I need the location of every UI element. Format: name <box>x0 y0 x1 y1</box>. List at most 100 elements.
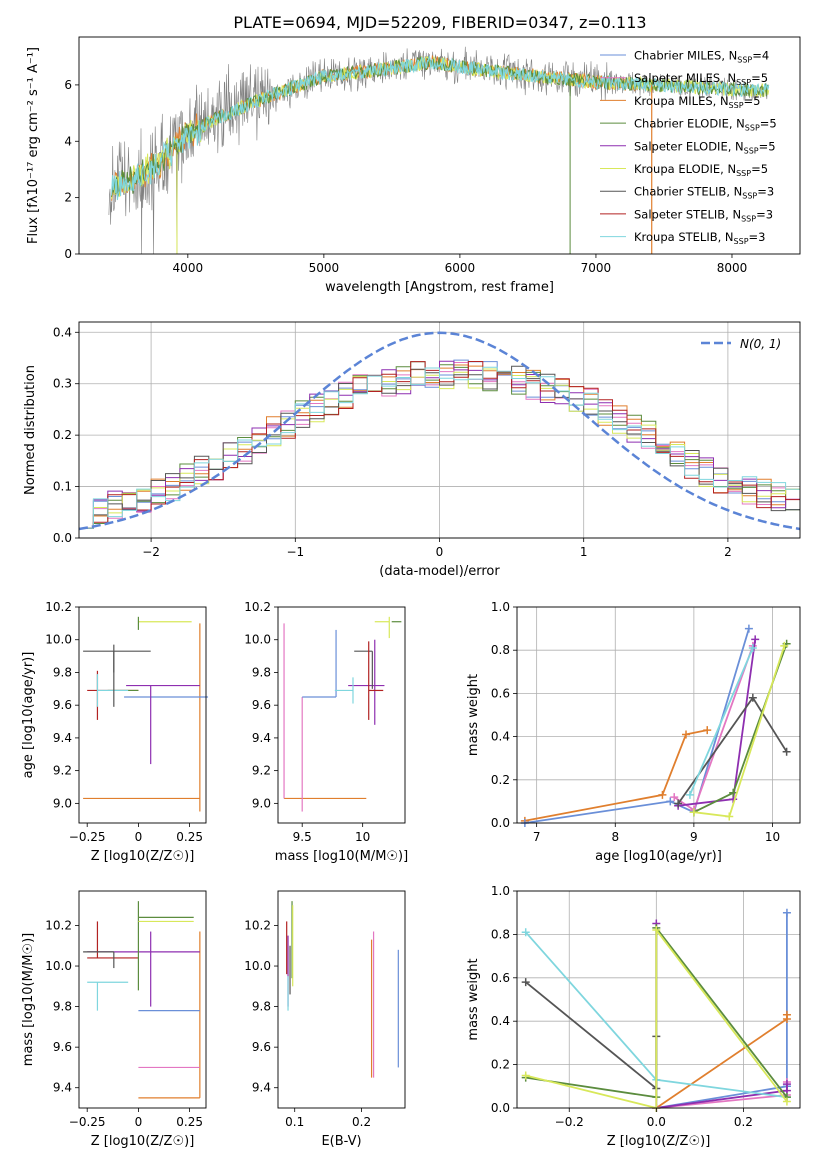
panel-age_vs_Z: −0.25 0 0.25 9.0 9.2 9.4 9.6 9.8 10.0 10.2 Z [log1… <box>21 600 209 864</box>
series-line-kroupa_stelib <box>689 647 754 796</box>
y-axis-label: mass [log10(M/M☉)] <box>21 933 36 1066</box>
legend-entry-sub: SSP <box>741 214 756 223</box>
series-line-salpeter_elodie <box>678 639 757 807</box>
y-tick-label: 0.2 <box>491 773 510 787</box>
legend-entry-value: =3 <box>756 207 773 221</box>
legend-entry-value: =3 <box>757 185 774 199</box>
legend-entry: N(0, 1) <box>740 337 781 351</box>
x-tick-label: −2 <box>142 545 160 559</box>
plot-content: N(0, 1) <box>79 331 800 531</box>
y-tick-label: 9.0 <box>252 796 271 810</box>
x-axis-label: (data-model)/error <box>379 564 500 579</box>
y-tick-label: 0.2 <box>53 428 72 442</box>
x-tick-label: 2 <box>724 545 732 559</box>
legend-entry-text: Kroupa ELODIE, N <box>634 162 736 176</box>
legend-entry: Salpeter ELODIE, NSSP=5 <box>634 139 776 155</box>
series-marker <box>780 641 789 650</box>
y-tick-label: 9.4 <box>252 1081 271 1095</box>
x-tick-label: −0.25 <box>69 1115 106 1129</box>
y-axis-label: age [log10(age/yr)] <box>21 652 36 779</box>
x-tick-label: −1 <box>286 545 304 559</box>
legend-entry: Chabrier ELODIE, NSSP=5 <box>634 117 777 133</box>
y-tick-label: 9.2 <box>252 764 271 778</box>
panel-mass_vs_Z: −0.25 0 0.25 9.4 9.6 9.8 10.0 10.2 Z [log10(Z/Z☉… <box>21 890 207 1149</box>
x-axis-label: Z [log10(Z/Z☉)] <box>607 1134 711 1149</box>
series-marker <box>729 788 738 797</box>
x-axis-label: Z [log10(Z/Z☉)] <box>91 1134 195 1149</box>
series-marker <box>782 747 791 756</box>
series-line-kroupa_miles <box>524 729 708 822</box>
plot-content <box>521 908 791 1112</box>
x-tick-label: 10 <box>355 830 370 844</box>
y-tick-label: 9.4 <box>53 1081 72 1095</box>
x-tick-label: 0.2 <box>734 1115 753 1129</box>
legend-entry: Kroupa MILES, NSSP=5 <box>634 94 760 110</box>
series-marker <box>782 1097 791 1106</box>
series-line-chabrier_stelib <box>525 981 658 1091</box>
y-tick-label: 0.4 <box>491 730 510 744</box>
series-marker <box>521 978 530 987</box>
series-line-chabrier_miles <box>656 912 788 1109</box>
x-tick-label: −0.25 <box>69 830 106 844</box>
y-axis-label: mass weight <box>466 958 481 1040</box>
normal-curve <box>79 331 800 531</box>
legend-entry: Chabrier STELIB, NSSP=3 <box>634 185 774 201</box>
x-tick-label: 0.1 <box>285 1115 304 1129</box>
x-tick-label: 9 <box>690 830 698 844</box>
series-marker <box>658 790 667 799</box>
x-axis-label: age [log10(age/yr)] <box>595 849 722 864</box>
legend-entry-value: =5 <box>751 71 768 85</box>
series-marker <box>751 635 760 644</box>
x-tick-label: 1 <box>580 545 588 559</box>
legend-entry: Chabrier MILES, NSSP=4 <box>634 49 769 65</box>
series-line-salpeter_miles <box>673 645 754 812</box>
x-axis-label: mass [log10(M/M☉)] <box>275 849 408 864</box>
y-tick-label: 0.6 <box>491 686 510 700</box>
legend-entry-text: Chabrier ELODIE, N <box>634 117 745 131</box>
legend-entry: Kroupa STELIB, NSSP=3 <box>634 230 765 246</box>
x-tick-label: 0 <box>135 1115 143 1129</box>
legend-entry-sub: SSP <box>734 237 749 246</box>
legend-entry-sub: SSP <box>736 169 751 178</box>
x-tick-label: 6000 <box>445 261 476 275</box>
legend-entry-sub: SSP <box>737 56 752 65</box>
y-tick-label: 9.8 <box>53 1000 72 1014</box>
legend-entry-value: =5 <box>760 117 777 131</box>
plot-content <box>83 901 201 1099</box>
series-marker <box>703 726 712 735</box>
y-tick-label: 0.0 <box>491 816 510 830</box>
axes-frame <box>516 606 801 824</box>
series-marker <box>782 908 791 917</box>
y-tick-label: 9.6 <box>252 698 271 712</box>
histogram-kroupa_stelib <box>79 366 800 529</box>
x-tick-label: 0.25 <box>176 1115 203 1129</box>
series-marker <box>782 1010 791 1019</box>
x-tick-label: 9.5 <box>293 830 312 844</box>
y-tick-label: 10.0 <box>244 959 271 973</box>
y-tick-label: 0.2 <box>491 1058 510 1072</box>
y-tick-label: 9.6 <box>252 1040 271 1054</box>
legend-entry-value: =5 <box>759 139 776 153</box>
x-tick-label: −0.2 <box>555 1115 584 1129</box>
series-marker <box>689 808 698 817</box>
y-tick-label: 0.6 <box>491 971 510 985</box>
y-tick-label: 9.8 <box>252 1000 271 1014</box>
y-axis-label: Flux [fλ10⁻¹⁷ erg cm⁻² s⁻¹ A⁻¹] <box>26 47 41 244</box>
x-tick-label: 8 <box>611 830 619 844</box>
legend-entry-text: Salpeter ELODIE, N <box>634 139 744 153</box>
legend-entry-sub: SSP <box>729 101 744 110</box>
y-tick-label: 10.2 <box>45 918 72 932</box>
panel-residuals: N(0, 1) −2 −1 0 1 2 0.0 0.1 0.2 0.3 0.4 (data-model… <box>23 321 801 579</box>
plot-content <box>286 901 399 1078</box>
x-tick-label: 0 <box>135 830 143 844</box>
x-axis-label: wavelength [Angstrom, rest frame] <box>325 280 554 295</box>
y-tick-label: 9.6 <box>53 698 72 712</box>
plot-content <box>283 616 402 812</box>
series-marker <box>782 1080 791 1089</box>
y-tick-label: 9.8 <box>53 665 72 679</box>
y-tick-label: 6 <box>64 78 72 92</box>
legend-entry: Salpeter STELIB, NSSP=3 <box>634 207 773 223</box>
legend-entry-value: =4 <box>752 49 769 63</box>
